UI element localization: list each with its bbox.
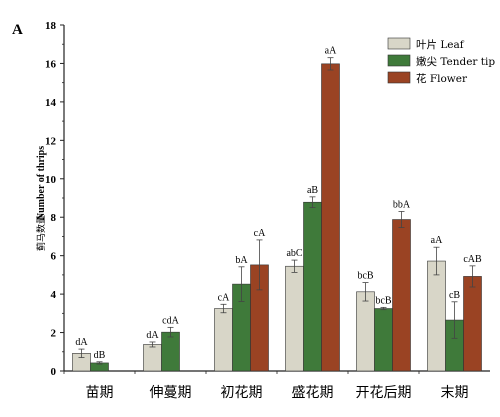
- data-label: cB: [449, 290, 460, 301]
- x-tick-label: 开花后期: [356, 385, 412, 401]
- axes: 0 2 4 6 8 10 12 14 16 18 苗期 伸蔓期 初花期 盛花期 开花后期 末期: [45, 20, 490, 401]
- data-label: bbA: [393, 199, 411, 210]
- bar: [214, 308, 233, 372]
- y-tick-label: 6: [51, 251, 57, 263]
- legend-label: 叶片 Leaf: [416, 38, 465, 51]
- legend: 叶片 Leaf 嫩尖 Tender tip 花 Flower: [387, 37, 495, 85]
- legend-swatch: [387, 54, 411, 67]
- bar: [303, 201, 322, 372]
- data-label: dA: [146, 330, 159, 341]
- bar: [285, 265, 304, 372]
- legend-swatch: [387, 37, 411, 50]
- bar: [161, 331, 180, 372]
- x-tick-label: 末期: [441, 385, 469, 401]
- data-label: cdA: [162, 315, 179, 326]
- x-tick-label: 苗期: [86, 385, 114, 401]
- y-tick-label: 16: [45, 58, 57, 70]
- y-tick-label: 18: [45, 20, 57, 32]
- bar: [392, 219, 411, 372]
- bar: [356, 291, 375, 372]
- y-tick-label: 12: [45, 135, 57, 147]
- panel-label: A: [12, 22, 23, 38]
- x-tick-label: 初花期: [221, 384, 263, 401]
- legend-label: 嫩尖 Tender tip: [416, 55, 495, 68]
- y-tick-label: 14: [45, 97, 57, 109]
- data-label: cAB: [463, 254, 482, 265]
- data-label: aA: [431, 235, 443, 246]
- data-label: dA: [75, 337, 88, 348]
- data-label: bcB: [357, 271, 373, 282]
- x-tick-label: 盛花期: [292, 385, 334, 401]
- bar: [143, 344, 162, 372]
- data-label: bcB: [375, 295, 391, 306]
- y-axis-label: Number of thrips: [36, 146, 47, 220]
- legend-label: 花 Flower: [416, 72, 468, 85]
- x-tick-label: 伸蔓期: [150, 385, 192, 401]
- y-tick-label: 8: [51, 212, 57, 224]
- y-tick-label: 4: [51, 289, 57, 301]
- bar: [427, 260, 446, 372]
- y-tick-label: 2: [51, 328, 57, 340]
- data-label: cA: [218, 292, 230, 303]
- data-label: abC: [286, 248, 302, 259]
- data-label: cA: [254, 228, 266, 239]
- bar: [321, 63, 340, 372]
- bar: [374, 308, 393, 372]
- data-label: dB: [94, 350, 106, 361]
- data-label: aA: [325, 46, 337, 57]
- bar: [463, 276, 482, 372]
- y-tick-label: 0: [51, 366, 57, 378]
- data-label: bA: [235, 255, 248, 266]
- legend-swatch: [387, 71, 411, 84]
- data-label: aB: [307, 185, 318, 196]
- y-axis-label-chinese: 蓟马数量: [35, 215, 47, 251]
- y-tick-label: 10: [45, 174, 57, 186]
